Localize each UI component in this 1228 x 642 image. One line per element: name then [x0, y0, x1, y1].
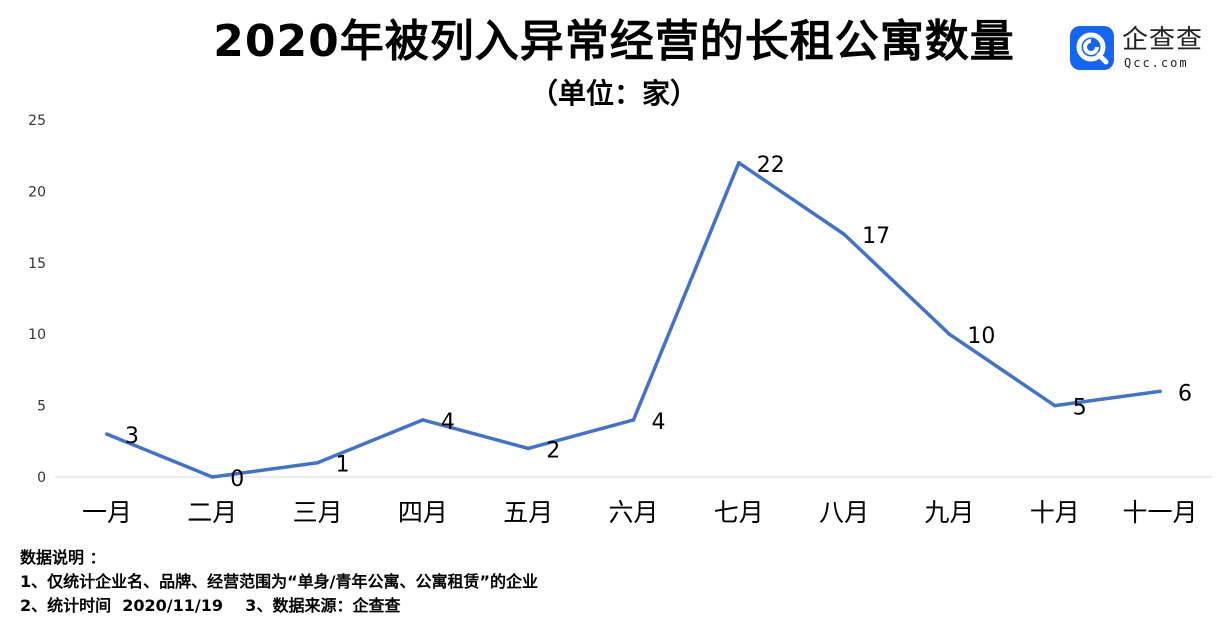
logo-name: 企查查 — [1122, 25, 1204, 55]
chart-title: 2020年被列入异常经营的长租公寓数量 — [213, 16, 1015, 67]
notes-line-1: 1、仅统计企业名、品牌、经营范围为“单身/青年公寓、公寓租赁”的企业 — [20, 572, 539, 591]
y-tick-label: 20 — [28, 184, 46, 200]
data-point — [1158, 389, 1162, 394]
x-tick-label: 八月 — [819, 498, 869, 527]
y-tick-label: 10 — [28, 327, 46, 343]
logo-domain: Qcc.com — [1124, 56, 1189, 70]
data-label: 17 — [862, 224, 890, 249]
data-point — [737, 161, 741, 165]
x-tick-label: 十一月 — [1122, 498, 1197, 527]
y-tick-label: 15 — [28, 256, 46, 272]
data-point — [526, 446, 530, 451]
data-point — [631, 418, 636, 422]
data-label: 22 — [757, 153, 785, 178]
qcc-logo-icon — [1070, 26, 1114, 70]
x-tick-label: 七月 — [714, 498, 764, 527]
y-tick-label: 5 — [37, 399, 46, 415]
data-label: 2 — [546, 438, 560, 463]
data-label: 6 — [1178, 381, 1192, 406]
chart-data-labels: 3 0 1 4 2 4 22 17 10 5 6 — [125, 153, 1192, 492]
data-label: 1 — [336, 453, 350, 478]
chart-subtitle: （单位：家） — [529, 77, 698, 110]
notes-heading: 数据说明 ： — [20, 548, 106, 567]
y-tick-label: 0 — [37, 470, 46, 486]
data-point — [947, 332, 952, 337]
data-label: 10 — [967, 324, 995, 349]
data-notes: 数据说明 ： 1、仅统计企业名、品牌、经营范围为“单身/青年公寓、公寓租赁”的企… — [20, 546, 538, 618]
data-point — [315, 460, 320, 465]
data-label: 5 — [1073, 396, 1087, 421]
data-label: 3 — [125, 424, 139, 449]
x-tick-label: 九月 — [924, 498, 974, 527]
x-tick-label: 三月 — [293, 498, 343, 527]
x-tick-label: 四月 — [398, 498, 448, 527]
series-line — [105, 161, 1162, 479]
notes-line-2: 2、统计时间 2020/11/19 3、数据来源：企查查 — [20, 596, 401, 615]
data-label: 4 — [652, 410, 666, 435]
y-tick-label: 25 — [28, 113, 46, 129]
x-tick-label: 六月 — [608, 498, 658, 527]
x-tick-label: 一月 — [82, 498, 132, 527]
brand-logo: 企查查 Qcc.com — [1070, 25, 1220, 72]
x-tick-label: 十月 — [1030, 498, 1080, 527]
chart-series — [105, 161, 1162, 479]
data-point — [1052, 403, 1057, 408]
data-point — [210, 475, 215, 479]
data-point — [421, 418, 425, 422]
data-label: 4 — [441, 410, 455, 435]
data-point — [105, 432, 109, 436]
data-label: 0 — [230, 467, 244, 492]
data-point — [842, 232, 846, 237]
x-tick-label: 五月 — [503, 498, 553, 527]
x-tick-label: 二月 — [187, 498, 237, 527]
